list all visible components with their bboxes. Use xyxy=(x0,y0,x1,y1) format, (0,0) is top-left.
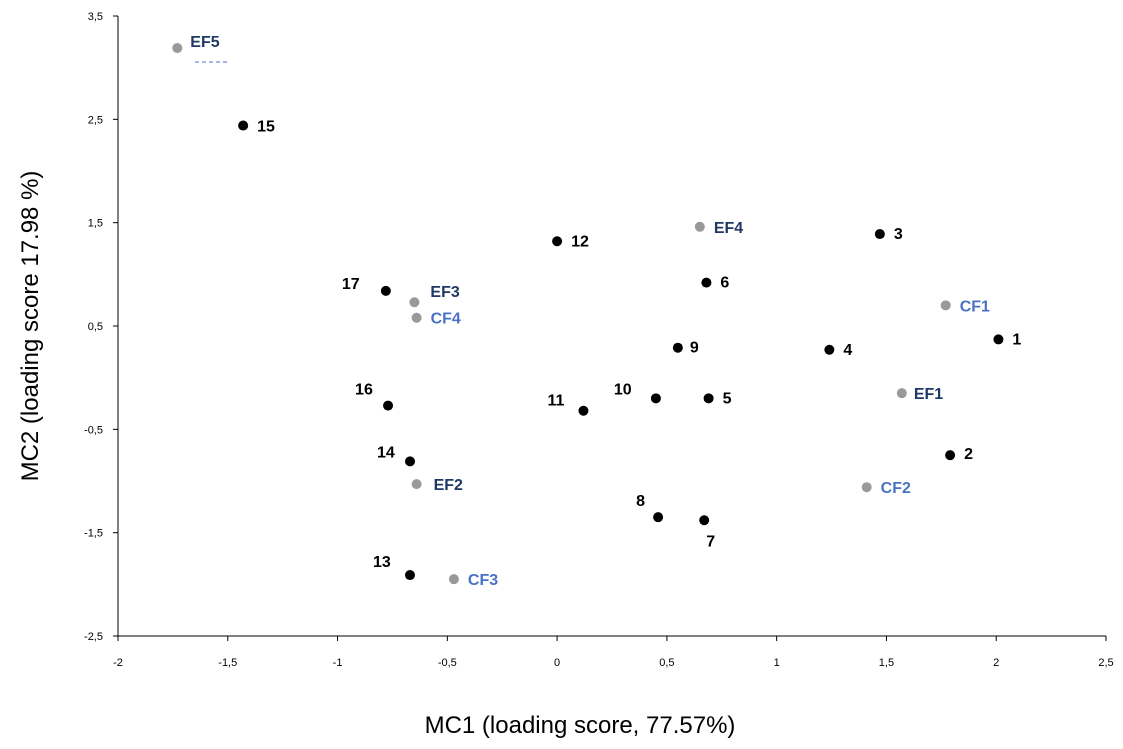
data-points: 1234567891011121314151617EF1EF2EF3EF4EF5… xyxy=(172,34,1021,589)
point-16 xyxy=(383,401,393,411)
x-tick-label: -0,5 xyxy=(438,657,457,669)
point-5 xyxy=(704,393,714,403)
point-9 xyxy=(673,343,683,353)
point-2 xyxy=(945,450,955,460)
point-label-10: 10 xyxy=(614,381,632,398)
point-label-2: 2 xyxy=(964,446,973,463)
y-tick-label: -0,5 xyxy=(84,424,103,436)
point-cf4 xyxy=(412,313,422,323)
point-1 xyxy=(993,334,1003,344)
point-label-5: 5 xyxy=(723,390,732,407)
point-label-ef3: EF3 xyxy=(430,284,459,301)
x-tick-label: 0 xyxy=(554,657,560,669)
x-axis-title: MC1 (loading score, 77.57%) xyxy=(425,712,736,739)
point-label-9: 9 xyxy=(690,340,699,357)
y-tick-label: 0,5 xyxy=(88,321,103,333)
axes xyxy=(118,16,1106,636)
point-ef1 xyxy=(897,388,907,398)
x-tick-label: 0,5 xyxy=(659,657,674,669)
point-label-8: 8 xyxy=(636,493,645,510)
point-3 xyxy=(875,229,885,239)
point-label-14: 14 xyxy=(377,444,395,461)
point-6 xyxy=(701,278,711,288)
y-tick-label: -1,5 xyxy=(84,528,103,540)
x-tick-label: 1 xyxy=(774,657,780,669)
point-label-6: 6 xyxy=(720,275,729,292)
y-axis-title: MC2 (loading score 17.98 %) xyxy=(17,171,44,482)
point-11 xyxy=(578,406,588,416)
point-ef2 xyxy=(412,479,422,489)
y-tick-label: 1,5 xyxy=(88,218,103,230)
point-label-17: 17 xyxy=(342,276,360,293)
point-14 xyxy=(405,456,415,466)
point-cf1 xyxy=(941,300,951,310)
point-10 xyxy=(651,393,661,403)
point-ef3 xyxy=(409,297,419,307)
x-tick-label: -1,5 xyxy=(218,657,237,669)
point-label-11: 11 xyxy=(547,393,564,410)
point-4 xyxy=(824,345,834,355)
y-tick-label: 3,5 xyxy=(88,11,103,23)
x-tick-label: 2,5 xyxy=(1098,657,1113,669)
x-tick-label: 1,5 xyxy=(879,657,894,669)
point-label-ef4: EF4 xyxy=(714,220,743,237)
point-label-cf4: CF4 xyxy=(431,311,461,328)
y-tick-label: -2,5 xyxy=(84,631,103,643)
point-8 xyxy=(653,512,663,522)
point-label-7: 7 xyxy=(706,533,715,550)
point-cf3 xyxy=(449,574,459,584)
x-tick-label: 2 xyxy=(993,657,999,669)
point-ef4 xyxy=(695,222,705,232)
point-label-ef1: EF1 xyxy=(914,386,943,403)
point-label-4: 4 xyxy=(843,342,852,359)
point-label-12: 12 xyxy=(571,233,589,250)
point-label-15: 15 xyxy=(257,119,275,136)
point-label-cf1: CF1 xyxy=(960,298,990,315)
y-tick-label: 2,5 xyxy=(88,114,103,126)
point-label-1: 1 xyxy=(1012,331,1021,348)
ticks: -2 -1,5 -1 -0,5 0 0,5 1 1,5 2 2,5 3,5 2,5 1,5 0,5 -0,5… xyxy=(84,11,1114,669)
point-17 xyxy=(381,286,391,296)
point-label-cf2: CF2 xyxy=(881,480,911,497)
point-12 xyxy=(552,236,562,246)
x-tick-label: -1 xyxy=(333,657,343,669)
point-label-cf3: CF3 xyxy=(468,572,498,589)
point-15 xyxy=(238,121,248,131)
point-13 xyxy=(405,570,415,580)
point-label-16: 16 xyxy=(355,382,373,399)
x-tick-label: -2 xyxy=(113,657,123,669)
point-cf2 xyxy=(862,482,872,492)
point-label-ef2: EF2 xyxy=(434,477,463,494)
point-label-ef5: EF5 xyxy=(190,34,219,51)
point-7 xyxy=(699,515,709,525)
point-label-13: 13 xyxy=(373,554,391,571)
point-ef5 xyxy=(172,43,182,53)
point-label-3: 3 xyxy=(894,226,903,243)
